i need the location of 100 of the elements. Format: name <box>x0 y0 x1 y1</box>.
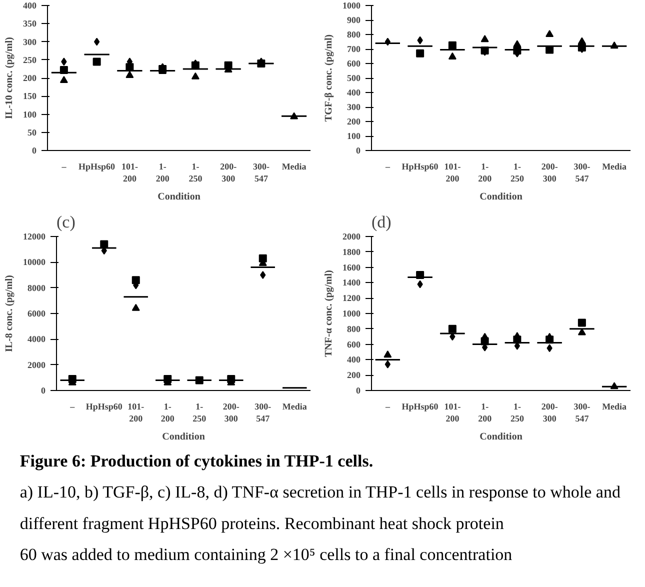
x-tick-label: 200- 300 <box>222 402 240 424</box>
point <box>448 41 456 50</box>
x-tick-label: 200- 300 <box>220 162 237 184</box>
y-tick-label: 400 <box>347 354 361 365</box>
text: a) IL-10, b) TGF-β, c) IL-8, d) TNF-α secretion in THP-1 cells in response to whole and <box>20 482 621 502</box>
y-tick-label: 300 <box>23 36 37 47</box>
point <box>384 38 391 46</box>
point <box>92 58 101 66</box>
x-tick-label: 1- 250 <box>510 402 524 424</box>
point <box>513 332 522 340</box>
y-tick-label: 200 <box>347 116 361 126</box>
y-tick-label: 300 <box>347 102 361 112</box>
y-tick-label: 150 <box>23 91 37 102</box>
point <box>100 240 108 248</box>
point <box>384 360 391 368</box>
point <box>578 37 586 44</box>
x-tick-label: 1- 250 <box>510 162 524 184</box>
x-tick-label: 101- 200 <box>444 162 461 184</box>
x-tick-label: Media <box>602 402 628 412</box>
x-tick-label: 300- 547 <box>574 402 590 424</box>
point <box>546 30 554 38</box>
point <box>60 66 68 74</box>
x-tick-label: 200- 300 <box>541 162 558 184</box>
point <box>416 49 424 58</box>
x-tick-label: – <box>69 402 76 412</box>
point <box>610 382 618 390</box>
y-tick-label: 4000 <box>28 334 46 344</box>
y-tick-label: 200 <box>347 370 361 380</box>
x-axis-title: Condition <box>480 432 523 442</box>
x-tick-label: – <box>384 162 390 172</box>
x-tick-label: HpHsp60 <box>78 162 116 172</box>
point <box>61 58 67 66</box>
point <box>417 280 423 288</box>
point <box>290 112 298 120</box>
point <box>60 76 68 84</box>
point <box>384 350 392 358</box>
x-tick-label: 300- 547 <box>574 162 590 184</box>
y-axis-title: IL-10 conc. (pg/ml) <box>4 37 15 119</box>
x-tick-label: – <box>384 402 390 412</box>
point <box>578 44 586 52</box>
x-tick-label: HpHsp60 <box>402 162 439 172</box>
text: different fragment HpHSP60 proteins. Recombinant heat shock protein <box>20 514 504 533</box>
point <box>448 52 456 60</box>
point <box>132 276 140 284</box>
x-tick-label: Media <box>602 162 628 172</box>
y-tick-label: 1000 <box>342 308 361 318</box>
y-tick-label: 600 <box>347 339 361 350</box>
point <box>132 304 140 311</box>
point <box>257 60 266 68</box>
x-tick-label: 1- 250 <box>188 162 203 184</box>
point <box>260 271 266 279</box>
y-tick-label: 1800 <box>342 246 361 257</box>
point <box>546 344 552 352</box>
y-tick-label: 250 <box>23 54 37 65</box>
y-tick-label: 1000 <box>342 0 361 10</box>
y-tick-label: 800 <box>347 30 361 40</box>
y-tick-label: 100 <box>347 131 361 141</box>
point <box>448 324 456 333</box>
y-tick-label: 400 <box>347 88 361 98</box>
x-tick-label: HpHsp60 <box>402 402 439 412</box>
x-tick-label: Media <box>282 402 308 412</box>
y-tick-label: 700 <box>347 44 361 54</box>
x-tick-label: HpHsp60 <box>86 402 123 412</box>
chart-title: (d) <box>372 212 392 232</box>
point <box>610 42 618 49</box>
x-tick-label: 101- 200 <box>444 402 461 424</box>
text: Figure 6: Production of cytokines in THP-1 cells. <box>20 452 374 471</box>
y-tick-label: 800 <box>347 324 361 334</box>
point <box>480 35 489 42</box>
y-tick-label: 0 <box>356 146 361 156</box>
x-axis-title: Condition <box>480 192 523 202</box>
x-tick-label: Media <box>282 162 307 172</box>
x-tick-label: 101- 200 <box>121 162 138 184</box>
y-tick-label: 50 <box>28 127 37 138</box>
y-axis-title: TGF-β conc. (pg/ml) <box>324 34 334 122</box>
y-tick-label: 12000 <box>23 232 46 242</box>
y-axis-title: TNF-α conc. (pg/ml) <box>324 270 334 357</box>
y-tick-label: 100 <box>23 109 37 120</box>
x-tick-label: 1- 200 <box>478 162 492 184</box>
x-axis-title: Condition <box>158 192 201 202</box>
y-tick-label: 2000 <box>28 360 46 370</box>
y-tick-label: 8000 <box>28 282 46 293</box>
point <box>416 271 424 279</box>
point <box>450 332 456 341</box>
x-tick-label: 200- 300 <box>541 402 558 424</box>
y-tick-label: 1200 <box>342 293 361 304</box>
x-tick-label: 300- 547 <box>252 162 270 184</box>
y-tick-label: 350 <box>23 18 37 29</box>
y-tick-label: 2000 <box>342 232 361 242</box>
x-tick-label: 1- 250 <box>192 402 207 424</box>
y-tick-label: 10000 <box>23 257 46 268</box>
y-tick-label: 0 <box>32 146 37 156</box>
x-tick-label: – <box>60 162 67 172</box>
y-tick-label: 200 <box>23 73 37 83</box>
chart-title: (c) <box>56 212 76 232</box>
y-tick-label: 0 <box>41 386 46 396</box>
point <box>513 40 522 48</box>
x-tick-label: 1- 200 <box>156 162 170 184</box>
point <box>513 46 522 54</box>
y-tick-label: 500 <box>347 73 361 83</box>
